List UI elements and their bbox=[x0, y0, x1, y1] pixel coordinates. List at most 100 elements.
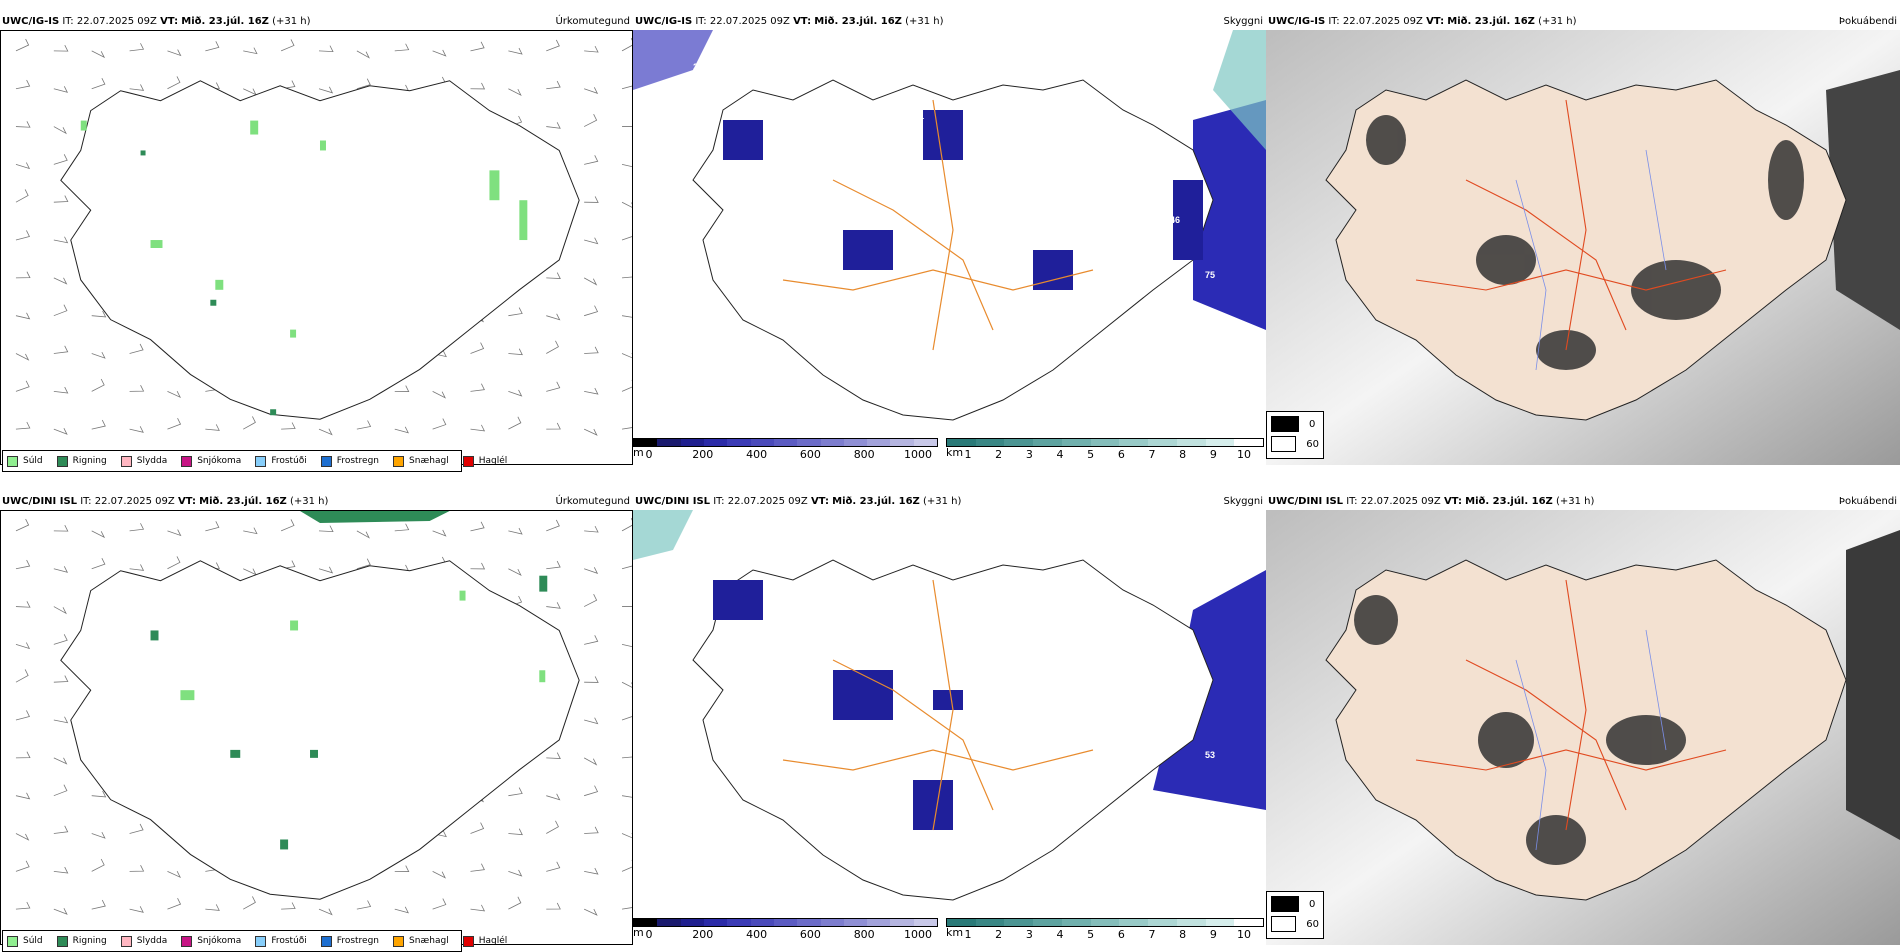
wind-barb bbox=[546, 80, 561, 90]
precip-type-panel-bottom: UWC/DINI ISL IT: 22.07.2025 09Z VT: Mið.… bbox=[0, 493, 633, 952]
wind-barb bbox=[15, 312, 31, 320]
colorbar-segment bbox=[657, 919, 681, 926]
wind-barb bbox=[53, 606, 67, 615]
wind-barb bbox=[546, 560, 561, 570]
wind-barb bbox=[129, 343, 144, 354]
wind-barb bbox=[394, 426, 409, 434]
wind-barb bbox=[15, 79, 31, 90]
colorbar-segment bbox=[913, 439, 938, 446]
legend-item: Frostúði bbox=[255, 935, 307, 947]
cloudbase-colorbar: 0 200 400 600 800 1000 m bbox=[633, 918, 938, 941]
wind-barb bbox=[622, 126, 632, 127]
legend-item: Frostúði bbox=[255, 455, 307, 467]
colorbar-segment bbox=[1176, 439, 1206, 446]
wind-barb bbox=[243, 416, 256, 430]
wind-barb bbox=[53, 907, 68, 915]
wind-barb bbox=[583, 428, 598, 436]
wind-barb bbox=[621, 681, 632, 688]
wind-barb bbox=[356, 530, 370, 539]
wind-barb bbox=[508, 828, 523, 836]
fog-map-canvas bbox=[1266, 30, 1900, 465]
colorbar-segment bbox=[1033, 919, 1062, 926]
cloudbase-colorbar-strip bbox=[633, 438, 938, 447]
colorbar-segment bbox=[727, 919, 751, 926]
precip-map bbox=[0, 510, 633, 945]
fog-legend: 0 60 bbox=[1266, 411, 1324, 459]
colorbar-segment bbox=[773, 919, 798, 926]
panel-title: Þokuábendi bbox=[1838, 16, 1897, 27]
wind-barb bbox=[167, 49, 182, 57]
colorbar-segment bbox=[975, 439, 1005, 446]
wind-barb bbox=[53, 825, 69, 834]
wind-barb bbox=[129, 384, 145, 392]
visibility-value-label: 47 bbox=[1046, 699, 1056, 709]
colorbar-tick: 400 bbox=[746, 448, 768, 461]
visibility-value-label: 104 bbox=[1011, 644, 1026, 654]
visibility-value-label: 42 bbox=[817, 858, 827, 868]
wind-barb bbox=[129, 564, 145, 571]
wind-barb bbox=[584, 867, 599, 875]
colorbar-segment bbox=[1176, 919, 1206, 926]
wind-barb bbox=[621, 315, 632, 318]
wind-barb bbox=[584, 237, 599, 245]
visibility-panel-bottom: UWC/DINI ISL IT: 22.07.2025 09Z VT: Mið.… bbox=[633, 493, 1266, 945]
wind-barb bbox=[91, 530, 106, 539]
wind-barb bbox=[546, 122, 561, 129]
colorbar-segment bbox=[1205, 919, 1235, 926]
wind-barb bbox=[394, 865, 410, 872]
visibility-map: 216 35 37 52 80 38 48 49 57 72 73 76 83 81 71 77 75 59 52 6… bbox=[633, 30, 1266, 435]
legend-item: Snjókoma bbox=[181, 455, 241, 467]
wind-barb bbox=[432, 529, 447, 537]
wind-barb bbox=[15, 601, 31, 608]
colorbar-segment bbox=[890, 439, 914, 446]
wind-barb bbox=[584, 525, 599, 533]
visibility-value-label: 76 bbox=[720, 325, 730, 335]
visibility-value-label: 46 bbox=[949, 646, 959, 656]
cloudbase-colorbar: 0 200 400 600 800 1000 m bbox=[633, 438, 938, 461]
wind-barb bbox=[356, 50, 370, 59]
colorbar-segment bbox=[913, 919, 938, 926]
legend-item: 60 bbox=[1271, 436, 1319, 452]
wind-barb bbox=[584, 785, 599, 797]
wind-barb bbox=[621, 517, 632, 532]
wind-barb bbox=[318, 45, 334, 53]
colorbar-tick: 1 bbox=[964, 448, 972, 461]
wind-barb bbox=[470, 521, 485, 532]
wind-barb bbox=[546, 752, 561, 759]
visibility-colorbar: 1 2 3 4 5 6 7 8 9 10 km bbox=[946, 438, 1264, 461]
colorbar-segment bbox=[1090, 439, 1120, 446]
panel-header: UWC/DINI ISL IT: 22.07.2025 09Z VT: Mið.… bbox=[1266, 493, 1900, 510]
wind-barb bbox=[621, 427, 632, 430]
colorbar-segment bbox=[1004, 439, 1034, 446]
visibility-value-label: 35 bbox=[790, 115, 800, 125]
colorbar-segment bbox=[867, 439, 891, 446]
legend-item: Súld bbox=[7, 935, 43, 947]
visibility-value-label: 100 bbox=[1108, 697, 1123, 707]
wind-barb bbox=[15, 421, 31, 430]
wind-barb bbox=[318, 525, 334, 533]
wind-barb bbox=[15, 792, 31, 800]
visibility-value-label: 52 bbox=[914, 591, 924, 601]
colorbar-tick: 5 bbox=[1087, 448, 1095, 461]
wind-barb bbox=[546, 422, 561, 430]
wind-barb bbox=[621, 229, 632, 241]
wind-barb bbox=[53, 524, 69, 532]
visibility-value-label: 85 bbox=[844, 321, 854, 331]
wind-barb bbox=[356, 78, 371, 90]
visibility-value-label: 53 bbox=[755, 860, 765, 870]
wind-barb bbox=[167, 390, 181, 399]
colorbar-segment bbox=[1004, 919, 1034, 926]
wind-barb bbox=[53, 277, 68, 285]
visibility-value-label: 55 bbox=[941, 374, 951, 384]
precip-map-canvas bbox=[15, 511, 632, 916]
colorbar-tick: 800 bbox=[853, 928, 875, 941]
visibility-value-label: 43 bbox=[1178, 807, 1188, 817]
colorbar-segment bbox=[1234, 919, 1264, 926]
colorbar-segment bbox=[703, 919, 728, 926]
wind-barb bbox=[583, 594, 598, 607]
colorbar-segment bbox=[890, 919, 914, 926]
visibility-value-label: 46 bbox=[1170, 215, 1180, 225]
colorbar-segment bbox=[797, 439, 821, 446]
wind-barb bbox=[432, 418, 447, 430]
wind-barb bbox=[15, 518, 30, 532]
